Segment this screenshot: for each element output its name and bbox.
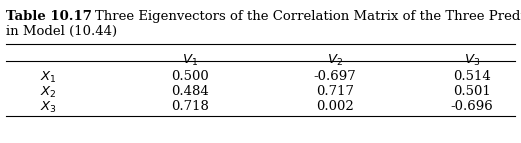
- Text: -0.696: -0.696: [451, 100, 493, 113]
- Text: Three Eigenvectors of the Correlation Matrix of the Three Predictors: Three Eigenvectors of the Correlation Ma…: [78, 10, 521, 23]
- Text: 0.501: 0.501: [453, 85, 491, 98]
- Text: $X_3$: $X_3$: [40, 100, 57, 115]
- Text: in Model (10.44): in Model (10.44): [6, 25, 117, 38]
- Text: 0.514: 0.514: [453, 70, 491, 83]
- Text: -0.697: -0.697: [314, 70, 356, 83]
- Text: 0.717: 0.717: [316, 85, 354, 98]
- Text: 0.718: 0.718: [171, 100, 209, 113]
- Text: $X_2$: $X_2$: [40, 85, 57, 100]
- Text: $V_2$: $V_2$: [327, 53, 343, 68]
- Text: Table 10.17: Table 10.17: [6, 10, 92, 23]
- Text: 0.002: 0.002: [316, 100, 354, 113]
- Text: 0.500: 0.500: [171, 70, 209, 83]
- Text: $V_3$: $V_3$: [464, 53, 480, 68]
- Text: $V_1$: $V_1$: [182, 53, 198, 68]
- Text: $X_1$: $X_1$: [40, 70, 57, 85]
- Text: 0.484: 0.484: [171, 85, 209, 98]
